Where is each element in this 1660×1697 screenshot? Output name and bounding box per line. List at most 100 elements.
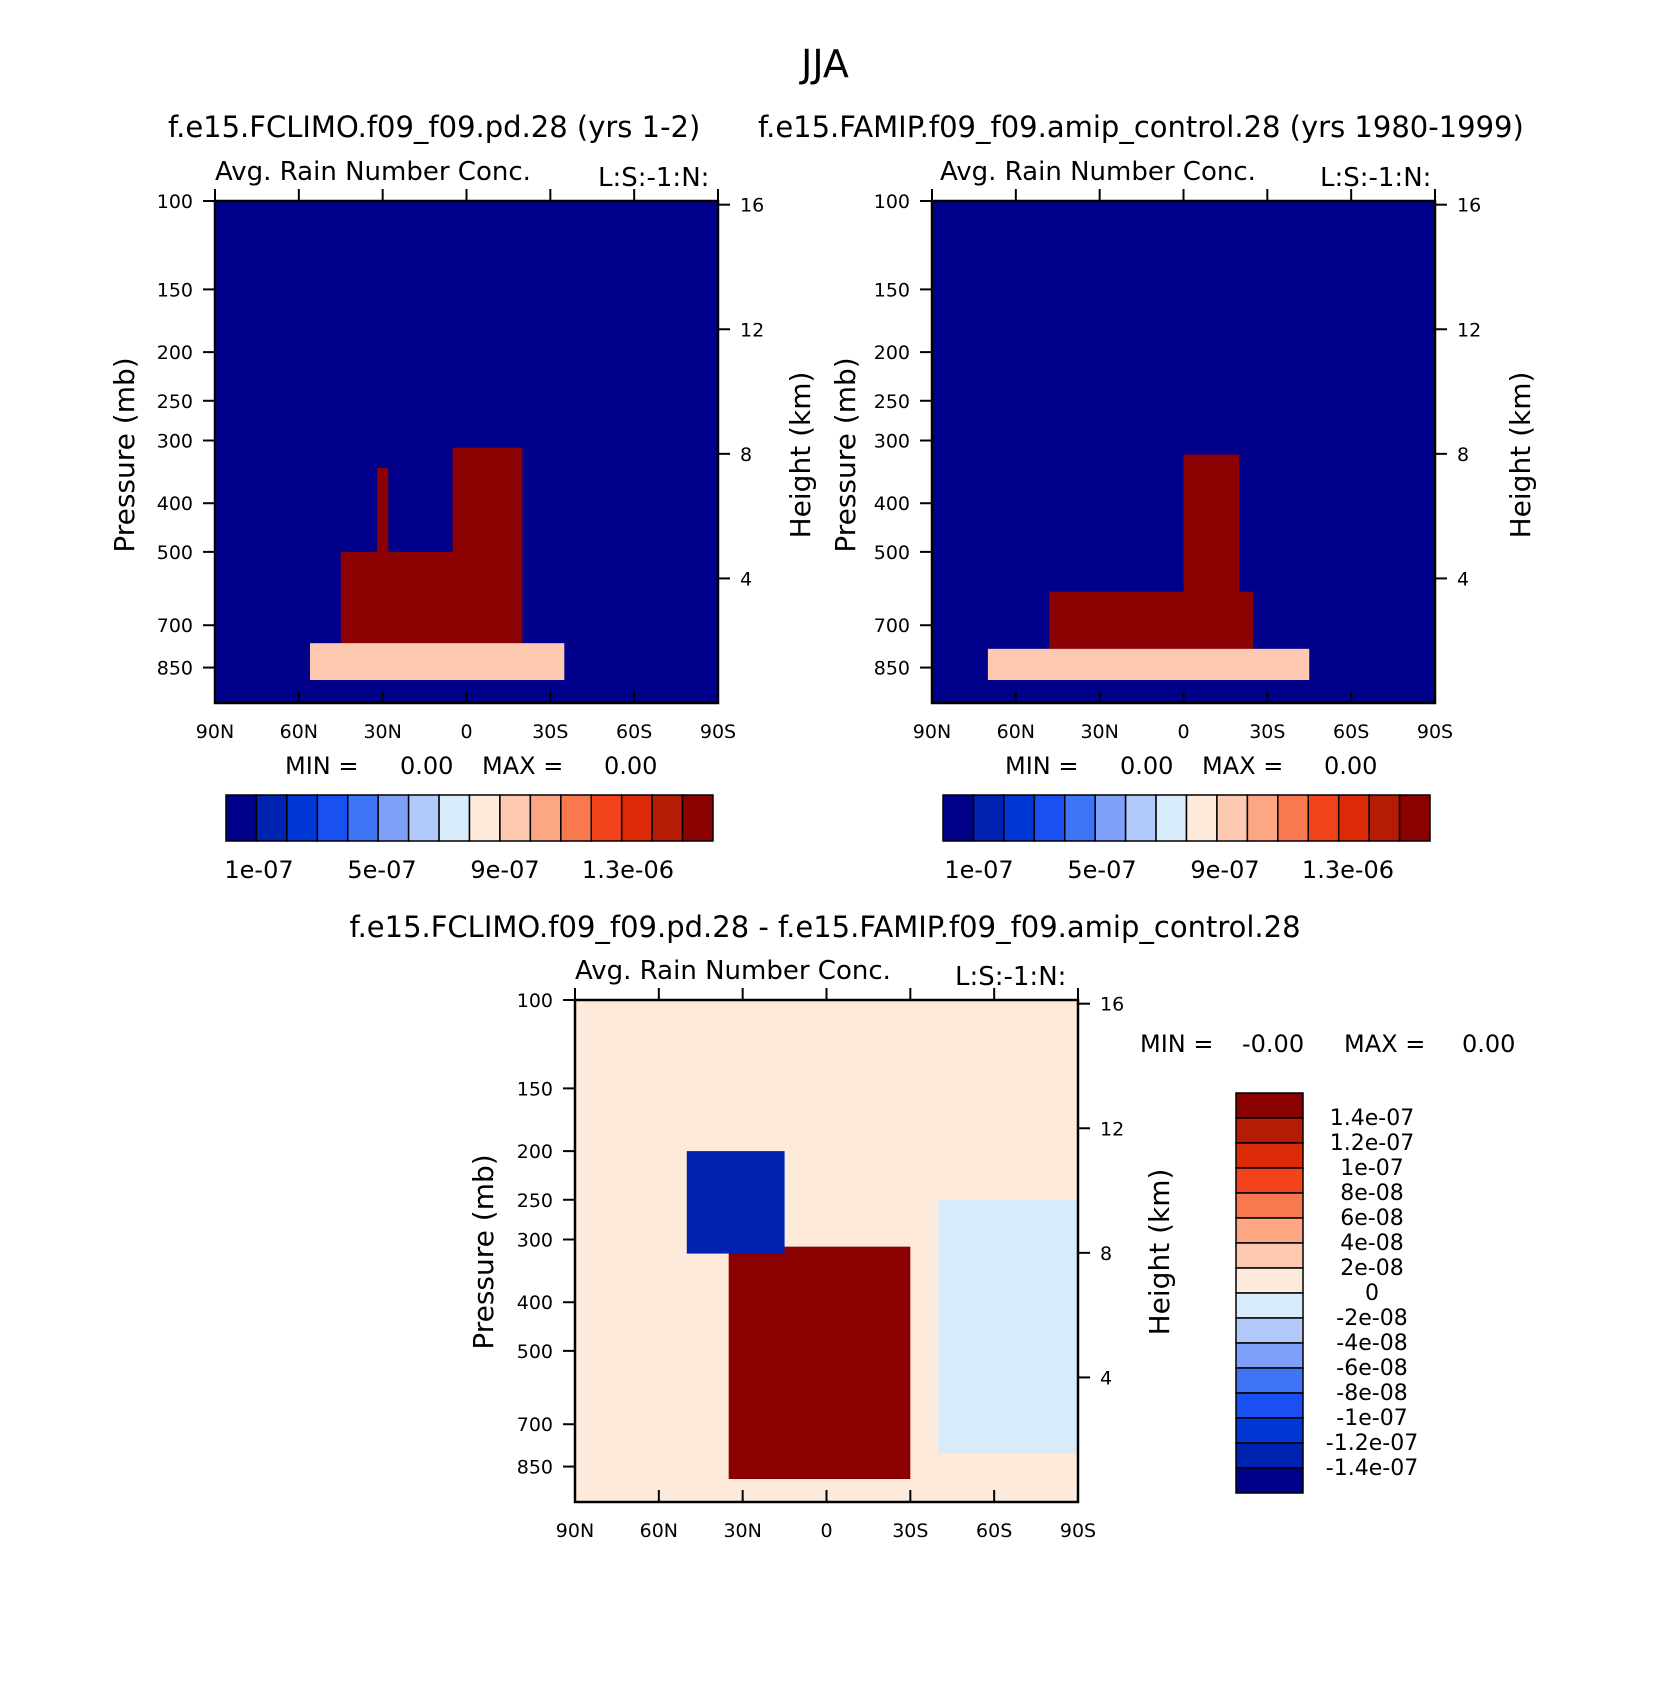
colorbar-label: -2e-08 — [1336, 1306, 1407, 1331]
panel2-max-value: 0.00 — [1324, 752, 1377, 780]
y-tick-label: 700 — [517, 1414, 553, 1436]
colorbar-swatch — [286, 794, 319, 842]
panel2-colorbar — [942, 794, 1431, 842]
x-tick-label: 90N — [913, 721, 951, 743]
panel3-max-label: MAX = — [1344, 1030, 1425, 1058]
colorbar-swatch — [681, 794, 714, 842]
colorbar-swatch — [225, 794, 258, 842]
y2-tick-label: 4 — [740, 568, 752, 590]
y-tick-label: 200 — [157, 342, 193, 364]
y2-tick-label: 4 — [1457, 568, 1469, 590]
colorbar-label: 1.2e-07 — [1330, 1131, 1414, 1156]
colorbar-swatch — [1155, 794, 1188, 842]
y-tick-label: 700 — [874, 615, 910, 637]
panel3-left-string: Avg. Rain Number Conc. — [575, 956, 891, 986]
colorbar-label: -1e-07 — [1336, 1406, 1407, 1431]
y-tick-label: 150 — [874, 279, 910, 301]
colorbar-swatch — [1216, 794, 1249, 842]
colorbar-swatch — [1094, 794, 1127, 842]
panel1-max-value: 0.00 — [604, 752, 657, 780]
x-tick-label: 60N — [997, 721, 1035, 743]
colorbar-swatch — [1398, 794, 1431, 842]
y-tick-label: 100 — [517, 990, 553, 1012]
colorbar-swatch — [529, 794, 562, 842]
colorbar-swatch — [1235, 1392, 1304, 1419]
panel3-y2label: Height (km) — [1143, 1169, 1176, 1336]
colorbar-swatch — [1235, 1217, 1304, 1244]
colorbar-swatch — [1235, 1167, 1304, 1194]
panel3-case-title: f.e15.FCLIMO.f09_f09.pd.28 - f.e15.FAMIP… — [349, 910, 1300, 944]
panel2-left-string: Avg. Rain Number Conc. — [940, 157, 1256, 187]
panel1-y2label: Height (km) — [784, 372, 817, 539]
colorbar-label: 1.4e-07 — [1330, 1106, 1414, 1131]
panel2-ylabel: Pressure (mb) — [829, 357, 862, 552]
colorbar-swatch — [1124, 794, 1157, 842]
panel3-min-label: MIN = — [1140, 1030, 1213, 1058]
colorbar-swatch — [1235, 1367, 1304, 1394]
colorbar-swatch — [438, 794, 471, 842]
y2-tick-label: 8 — [1100, 1243, 1112, 1265]
y-tick-label: 200 — [517, 1141, 553, 1163]
panel1-plot: 90N 60N 30N 0 30S 60S 90S 100 150 200 250 300 400 500… — [157, 189, 764, 743]
x-tick-label: 30S — [1249, 721, 1285, 743]
colorbar-label: 2e-08 — [1340, 1256, 1403, 1281]
colorbar-swatch — [407, 794, 440, 842]
y-tick-label: 850 — [157, 658, 193, 680]
data-region-1 — [452, 447, 523, 552]
y2-tick-label: 8 — [740, 444, 752, 466]
panel2-case-title: f.e15.FAMIP.f09_f09.amip_control.28 (yrs… — [758, 110, 1524, 144]
panel2-min-label: MIN = — [1005, 752, 1078, 780]
panel1-min-label: MIN = — [285, 752, 358, 780]
y2-tick-label: 16 — [1457, 195, 1481, 217]
y2-tick-label: 12 — [1100, 1118, 1124, 1140]
colorbar-swatch — [347, 794, 379, 842]
colorbar-swatch — [1235, 1467, 1304, 1494]
y-tick-label: 850 — [874, 658, 910, 680]
colorbar-swatch — [1235, 1092, 1304, 1119]
y2-tick-label: 12 — [1457, 319, 1481, 341]
data-region-1 — [1183, 454, 1240, 592]
colorbar-swatch — [1235, 1142, 1304, 1169]
x-tick-label: 90S — [1417, 721, 1453, 743]
panel1-cb-label-0: 1e-07 — [224, 856, 293, 884]
y-tick-label: 500 — [157, 542, 193, 564]
colorbar-swatch — [1368, 794, 1401, 842]
colorbar-swatch — [1235, 1442, 1304, 1469]
figure-title: JJA — [799, 42, 849, 86]
y-tick-label: 400 — [517, 1292, 553, 1314]
colorbar-swatch — [1246, 794, 1279, 842]
colorbar-swatch — [499, 794, 532, 842]
data-region-2 — [987, 648, 1310, 681]
panel1-cb-label-2: 9e-07 — [470, 856, 539, 884]
panel1-right-string: L:S:-1:N: — [598, 163, 709, 193]
x-tick-label: 60S — [616, 721, 652, 743]
x-tick-label: 60S — [976, 1520, 1012, 1542]
y-tick-label: 400 — [157, 493, 193, 515]
panel2-cb-label-1: 5e-07 — [1067, 856, 1136, 884]
x-tick-label: 30N — [1080, 721, 1118, 743]
y2-tick-label: 12 — [740, 319, 764, 341]
y-tick-label: 100 — [157, 191, 193, 213]
colorbar-swatch — [468, 794, 501, 842]
panel2-cb-label-2: 9e-07 — [1190, 856, 1259, 884]
x-tick-label: 60N — [640, 1520, 678, 1542]
panel3-max-value: 0.00 — [1462, 1030, 1515, 1058]
colorbar-swatch — [560, 794, 592, 842]
colorbar-swatch — [1235, 1192, 1304, 1219]
x-tick-label: 0 — [460, 721, 472, 743]
panel1-cb-label-3: 1.3e-06 — [582, 856, 674, 884]
y-tick-label: 100 — [874, 191, 910, 213]
panel3-right-string: L:S:-1:N: — [955, 962, 1066, 992]
colorbar-label: 6e-08 — [1340, 1206, 1403, 1231]
x-tick-label: 90N — [196, 721, 234, 743]
colorbar-swatch — [1235, 1317, 1304, 1344]
colorbar-label: -6e-08 — [1336, 1356, 1407, 1381]
y2-tick-label: 4 — [1100, 1367, 1112, 1389]
data-region-3 — [310, 643, 565, 681]
data-region-2 — [686, 1151, 785, 1254]
panel2-cb-label-3: 1.3e-06 — [1302, 856, 1394, 884]
colorbar-swatch — [1337, 794, 1370, 842]
y-tick-label: 700 — [157, 615, 193, 637]
panel2-plot: 90N 60N 30N 0 30S 60S 90S 100 150 200 250 300 400 500… — [874, 189, 1481, 743]
